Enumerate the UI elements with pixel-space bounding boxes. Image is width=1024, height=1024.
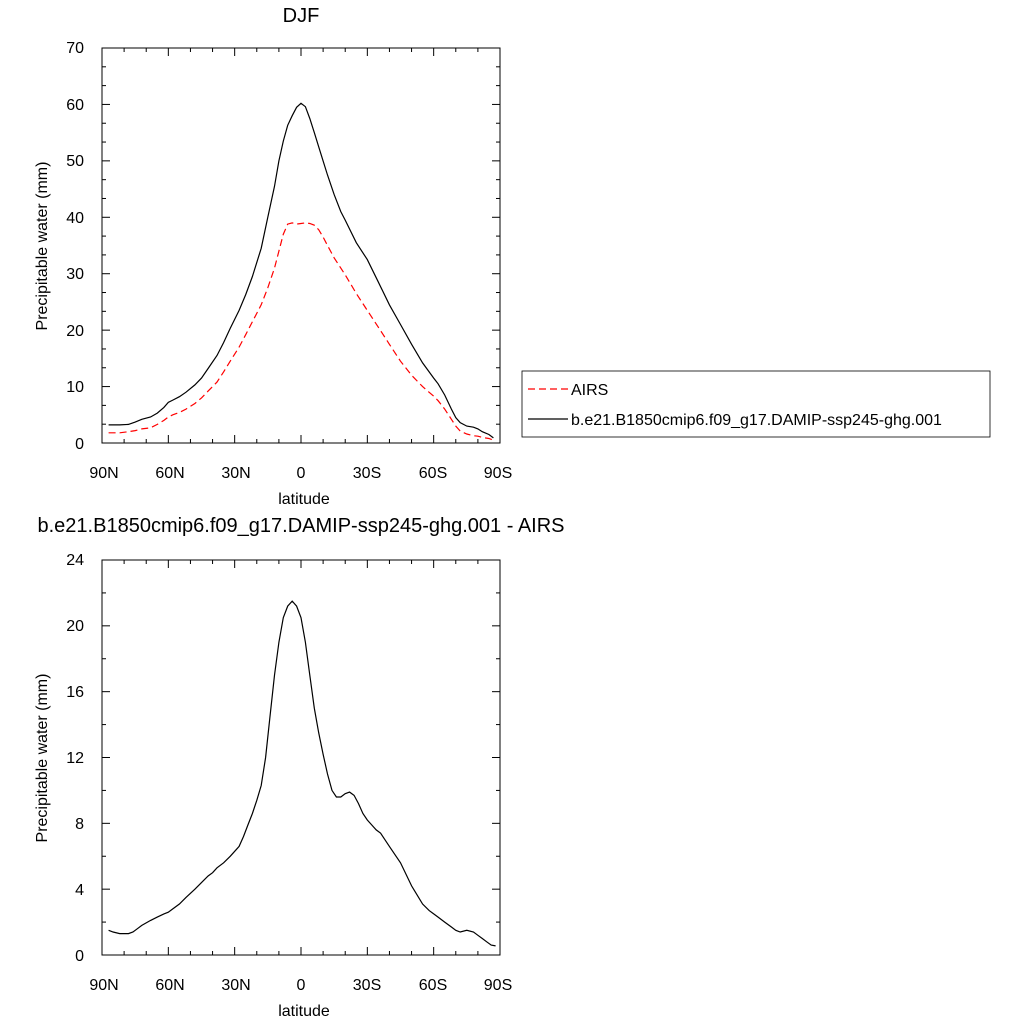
y-tick-label: 20 — [66, 618, 84, 635]
x-tick-label: 60S — [419, 977, 447, 994]
ticks-bottom — [101, 559, 501, 956]
panel-top: DJF 90N 60N 30N 0 30S 60S 90S 0 10 20 30… — [34, 5, 512, 508]
x-tick-label: 0 — [297, 465, 306, 482]
y-tick-label: 40 — [66, 210, 84, 227]
y-tick-label: 0 — [75, 436, 84, 453]
plot-frame-top — [101, 47, 501, 444]
x-tick-label: 60N — [155, 977, 184, 994]
x-tick-label: 60N — [155, 465, 184, 482]
y-tick-label: 10 — [66, 379, 84, 396]
x-tick-label: 30N — [221, 465, 250, 482]
series-line-model — [108, 102, 494, 439]
y-tick-label: 16 — [66, 684, 84, 701]
x-axis-label-bottom: latitude — [278, 1003, 330, 1020]
x-tick-label: 90S — [484, 977, 512, 994]
legend: AIRS b.e21.B1850cmip6.f09_g17.DAMIP-ssp2… — [521, 370, 991, 438]
x-tick-label: 90S — [484, 465, 512, 482]
panel-bottom: b.e21.B1850cmip6.f09_g17.DAMIP-ssp245-gh… — [34, 515, 565, 1020]
y-tick-label: 50 — [66, 153, 84, 170]
chart-title-top: DJF — [283, 5, 320, 27]
y-tick-label: 4 — [75, 882, 84, 899]
y-tick-label: 24 — [66, 552, 84, 569]
x-axis-label-top: latitude — [278, 491, 330, 508]
y-tick-label: 60 — [66, 97, 84, 114]
ticks-top — [101, 47, 501, 444]
chart-title-bottom: b.e21.B1850cmip6.f09_g17.DAMIP-ssp245-gh… — [38, 515, 565, 537]
y-tick-label: 12 — [66, 750, 84, 767]
y-tick-label: 20 — [66, 323, 84, 340]
x-tick-label: 90N — [89, 465, 118, 482]
y-axis-label-bottom: Precipitable water (mm) — [34, 674, 51, 843]
x-tick-label: 0 — [297, 977, 306, 994]
y-tick-label: 30 — [66, 266, 84, 283]
y-tick-label: 8 — [75, 816, 84, 833]
y-tick-label: 0 — [75, 948, 84, 965]
y-tick-label: 70 — [66, 40, 84, 57]
y-axis-label-top: Precipitable water (mm) — [34, 162, 51, 331]
series-line-airs — [108, 222, 494, 441]
legend-label-model: b.e21.B1850cmip6.f09_g17.DAMIP-ssp245-gh… — [571, 412, 942, 429]
x-tick-label: 60S — [419, 465, 447, 482]
legend-box — [521, 370, 991, 438]
x-tick-label: 30S — [353, 977, 381, 994]
x-tick-label: 90N — [89, 977, 118, 994]
x-tick-label: 30S — [353, 465, 381, 482]
series-line-difference — [108, 600, 496, 947]
x-tick-label: 30N — [221, 977, 250, 994]
legend-label-airs: AIRS — [571, 382, 608, 399]
